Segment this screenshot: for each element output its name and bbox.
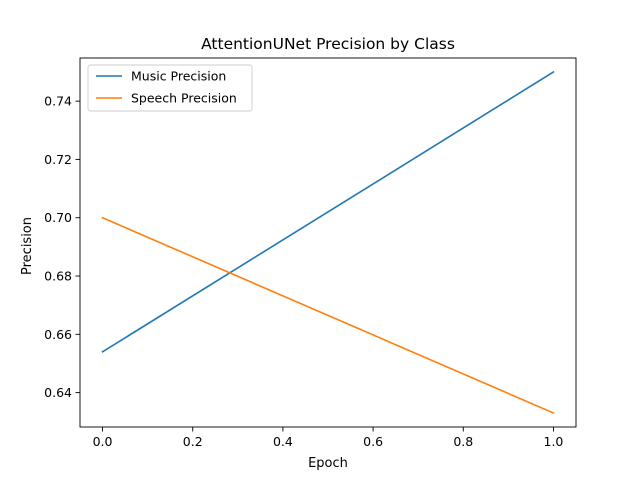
plot-area <box>80 58 576 427</box>
axes-spines <box>79 57 577 428</box>
x-tick-label: 1.0 <box>544 434 564 449</box>
series-line-2 <box>101 216 555 415</box>
y-tick-label: 0.64 <box>44 385 72 400</box>
y-axis-ticks: 0.64 0.66 0.68 0.70 0.72 0.74 <box>44 94 80 400</box>
y-tick-label: 0.72 <box>44 152 72 167</box>
x-axis-ticks: 0.0 0.2 0.4 0.6 0.8 1.0 <box>93 427 564 449</box>
chart-title: AttentionUNet Precision by Class <box>201 35 455 53</box>
y-axis-label: Precision <box>20 217 35 275</box>
x-tick-label: 0.2 <box>183 434 203 449</box>
y-tick-label: 0.74 <box>44 94 72 109</box>
x-tick-label: 0.0 <box>93 434 113 449</box>
legend-label-1: Music Precision <box>131 69 226 84</box>
y-tick-label: 0.66 <box>44 327 72 342</box>
y-tick-label: 0.70 <box>44 210 72 225</box>
x-tick-label: 0.6 <box>363 434 383 449</box>
series-layer <box>101 70 555 415</box>
legend-label-2: Speech Precision <box>131 91 237 106</box>
axes-frame <box>79 57 577 428</box>
x-axis-label: Epoch <box>308 456 348 471</box>
legend-box <box>87 64 253 112</box>
x-tick-label: 0.4 <box>273 434 293 449</box>
series-line-1 <box>101 70 555 353</box>
x-tick-label: 0.8 <box>453 434 473 449</box>
plot-background <box>80 58 576 427</box>
legend: Music Precision Speech Precision <box>87 64 253 112</box>
y-tick-label: 0.68 <box>44 269 72 284</box>
